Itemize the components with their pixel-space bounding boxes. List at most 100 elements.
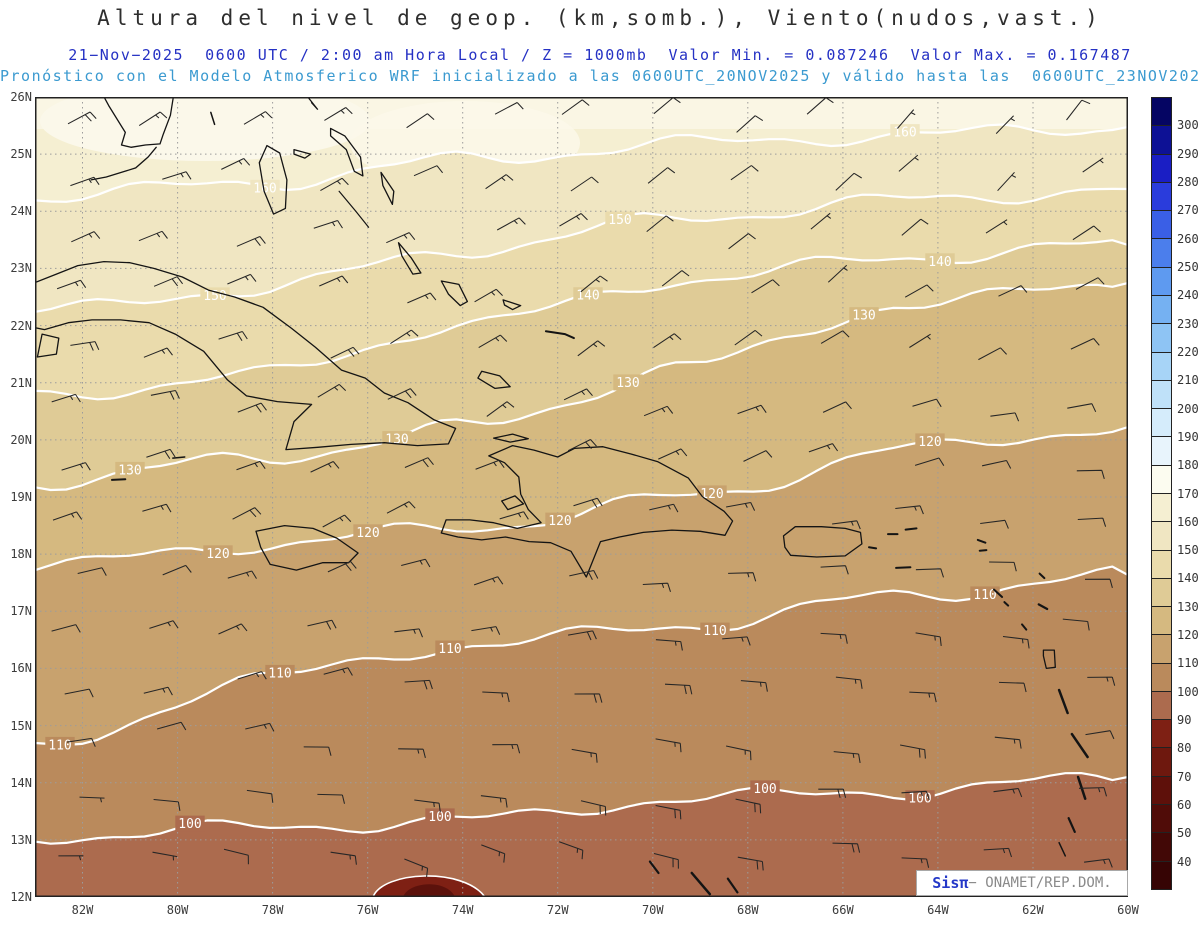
colorbar-segment: [1152, 210, 1171, 239]
lon-tick-label: 70W: [641, 903, 664, 917]
svg-text:140: 140: [928, 255, 951, 270]
colorbar-tick-label: 240: [1177, 288, 1199, 303]
colorbar-tick-label: 100: [1177, 684, 1199, 699]
lat-tick-label: 23N: [10, 261, 32, 276]
svg-text:160: 160: [253, 181, 276, 196]
lat-tick-label: 14N: [10, 775, 32, 790]
colorbar-tick-label: 120: [1177, 628, 1199, 643]
lat-tick-label: 19N: [10, 490, 32, 504]
colorbar-segment: [1152, 860, 1171, 889]
colorbar-segment: [1152, 690, 1171, 720]
colorbar-segment: [1152, 294, 1171, 324]
lon-tick-label: 72W: [546, 903, 569, 917]
contour-lines-layer: [35, 123, 1128, 897]
contour-labels-layer: 160 160 150 150 140 140 130 130 130 130 120 120 120 1…: [45, 124, 1000, 832]
colorbar-segment: [1152, 125, 1171, 154]
svg-text:110: 110: [703, 624, 726, 639]
colorbar-segment: [1152, 181, 1171, 211]
colorbar-segment: [1152, 379, 1171, 409]
colorbar-segment: [1152, 804, 1171, 833]
svg-text:150: 150: [608, 213, 631, 228]
colorbar-tick-label: 110: [1177, 656, 1199, 671]
colorbar-tick-label: 200: [1177, 401, 1199, 416]
colorbar-segment: [1152, 719, 1171, 748]
map-canvas: 160 160 150 150 140 140 130 130 130 130 120 120 120 1…: [35, 97, 1128, 897]
watermark-separator: −: [968, 875, 986, 891]
lat-tick-label: 26N: [10, 90, 32, 104]
colorbar-tick-label: 60: [1177, 798, 1192, 813]
colorbar-tick-label: 80: [1177, 741, 1192, 756]
lat-tick-label: 22N: [10, 318, 32, 333]
svg-text:150: 150: [203, 289, 226, 304]
colorbar-tick-label: 90: [1177, 713, 1192, 728]
lon-tick-label: 78W: [261, 903, 284, 917]
lon-tick-label: 64W: [927, 903, 949, 917]
colorbar-tick-label: 280: [1177, 174, 1199, 189]
svg-text:130: 130: [852, 309, 875, 324]
colorbar-tick-label: 290: [1177, 146, 1199, 161]
lat-tick-label: 15N: [10, 718, 32, 733]
colorbar-segment: [1152, 351, 1171, 380]
svg-text:130: 130: [385, 433, 408, 448]
colorbar-segment: [1152, 521, 1171, 550]
colorbar-tick-label: 50: [1177, 826, 1192, 841]
colorbar-tick-label: 300: [1177, 118, 1199, 133]
lat-tick-label: 17N: [10, 604, 32, 619]
colorbar-tick-label: 40: [1177, 854, 1192, 869]
lon-tick-label: 82W: [71, 903, 94, 917]
colorbar-tick-label: 160: [1177, 514, 1199, 529]
colorbar-segment: [1152, 747, 1171, 776]
svg-text:130: 130: [118, 463, 141, 478]
svg-text:110: 110: [48, 738, 71, 753]
lon-tick-label: 80W: [166, 903, 189, 917]
lon-tick-label: 74W: [451, 903, 474, 917]
colorbar-segment: [1152, 775, 1171, 805]
lon-tick-label: 62W: [1022, 903, 1044, 917]
colorbar-segment: [1152, 98, 1171, 126]
colorbar-tick-label: 260: [1177, 231, 1199, 246]
colorbar-segment: [1152, 436, 1171, 465]
lat-tick-label: 21N: [10, 375, 32, 390]
watermark-box: Sisπ − ONAMET/REP.DOM.: [916, 870, 1128, 896]
svg-text:160: 160: [893, 126, 916, 141]
colorbar-segment: [1152, 634, 1171, 663]
watermark-brand: Sisπ: [932, 874, 969, 892]
colorbar-tick-label: 250: [1177, 259, 1199, 274]
svg-text:100: 100: [178, 817, 201, 832]
colorbar-tick-label: 270: [1177, 203, 1199, 218]
svg-text:120: 120: [356, 526, 379, 541]
colorbar-segment: [1152, 153, 1171, 182]
lat-tick-label: 20N: [10, 432, 32, 447]
colorbar-tick-label: 140: [1177, 571, 1199, 586]
colorbar-tick-label: 180: [1177, 458, 1199, 473]
colorbar-tick-label: 150: [1177, 543, 1199, 558]
colorbar-segment: [1152, 323, 1171, 352]
colorbar-tick-label: 220: [1177, 344, 1199, 359]
svg-text:130: 130: [616, 376, 639, 391]
svg-text:100: 100: [908, 792, 931, 807]
colorbar-tick-label: 170: [1177, 486, 1199, 501]
colorbar-tick-label: 190: [1177, 429, 1199, 444]
colorbar-segment: [1152, 238, 1171, 267]
colorbar-segment: [1152, 266, 1171, 295]
svg-text:120: 120: [918, 435, 941, 450]
lat-tick-label: 16N: [10, 661, 32, 676]
lat-tick-label: 12N: [10, 890, 32, 904]
svg-text:100: 100: [428, 810, 451, 825]
colorbar-segment: [1152, 832, 1171, 861]
lat-tick-label: 13N: [10, 832, 32, 847]
colorbar-segment: [1152, 492, 1171, 522]
lon-tick-label: 66W: [832, 903, 854, 917]
map-frame: [35, 97, 1128, 897]
colorbar-tick-label: 130: [1177, 599, 1199, 614]
lon-tick-label: 76W: [356, 903, 379, 917]
colorbar-tick-label: 230: [1177, 316, 1199, 331]
colorbar-segment: [1152, 606, 1171, 635]
colorbar-segment: [1152, 408, 1171, 437]
lon-tick-label: 60W: [1117, 903, 1139, 917]
svg-text:140: 140: [576, 289, 599, 304]
svg-text:110: 110: [973, 588, 996, 603]
coastlines-layer: [35, 97, 1089, 897]
lat-tick-label: 24N: [10, 204, 32, 219]
